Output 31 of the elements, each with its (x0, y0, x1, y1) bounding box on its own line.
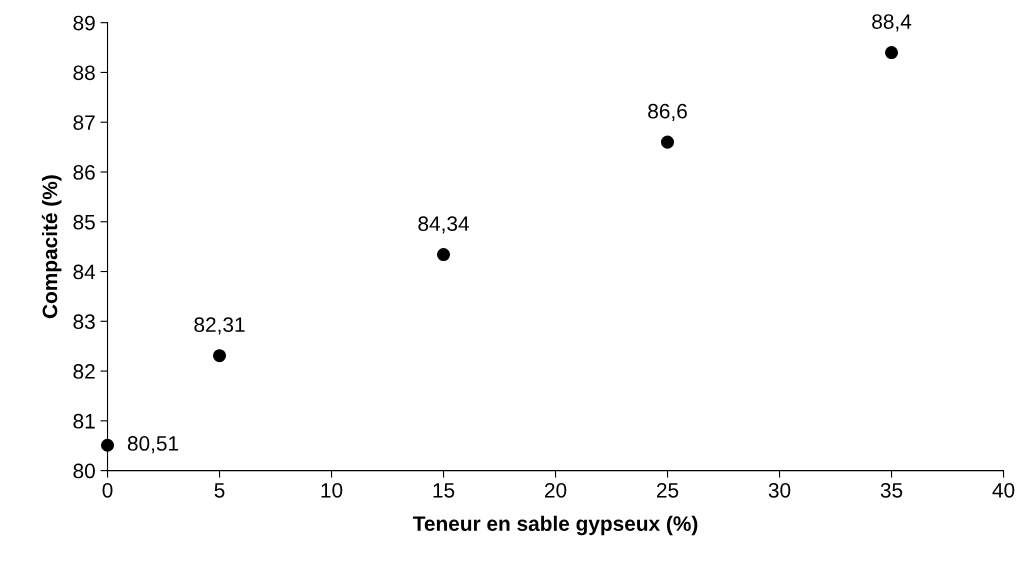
point (437, 248, 451, 262)
x-tick-label: 35 (880, 482, 903, 498)
y-tick-label: 81 (73, 413, 95, 429)
x-tick-label: 5 (214, 483, 225, 498)
y-tick-label: 83 (73, 314, 95, 330)
y-axis-title: Compacité (%) (41, 175, 62, 319)
point (101, 438, 115, 452)
y-tick-label: 85 (73, 214, 95, 230)
data-label: 80,51 (127, 436, 179, 454)
data-label: 82,31 (194, 317, 245, 335)
x-tick-label: 10 (321, 482, 343, 498)
point (661, 135, 675, 149)
point (885, 46, 899, 60)
point (213, 349, 227, 363)
data-label: 86,6 (648, 103, 687, 122)
x-tick-label: 25 (656, 482, 679, 498)
y-tick-label: 80 (73, 463, 95, 479)
x-axis-title: Teneur en sable gypseux (%) (412, 515, 698, 536)
x-tick-label: 30 (768, 482, 791, 498)
x-tick-label: 0 (102, 482, 113, 498)
data-label: 88,4 (872, 14, 912, 32)
data-label: 84,34 (418, 216, 469, 234)
y-tick-label: 86 (73, 164, 95, 180)
y-tick-label: 87 (73, 115, 95, 130)
y-tick-label: 88 (73, 65, 95, 81)
y-tick-label: 82 (73, 364, 95, 379)
x-tick-label: 15 (433, 483, 455, 498)
y-tick-label: 89 (73, 15, 95, 31)
x-tick-label: 20 (544, 482, 567, 498)
x-tick-label: 40 (992, 482, 1015, 498)
y-tick-label: 84 (73, 264, 96, 280)
